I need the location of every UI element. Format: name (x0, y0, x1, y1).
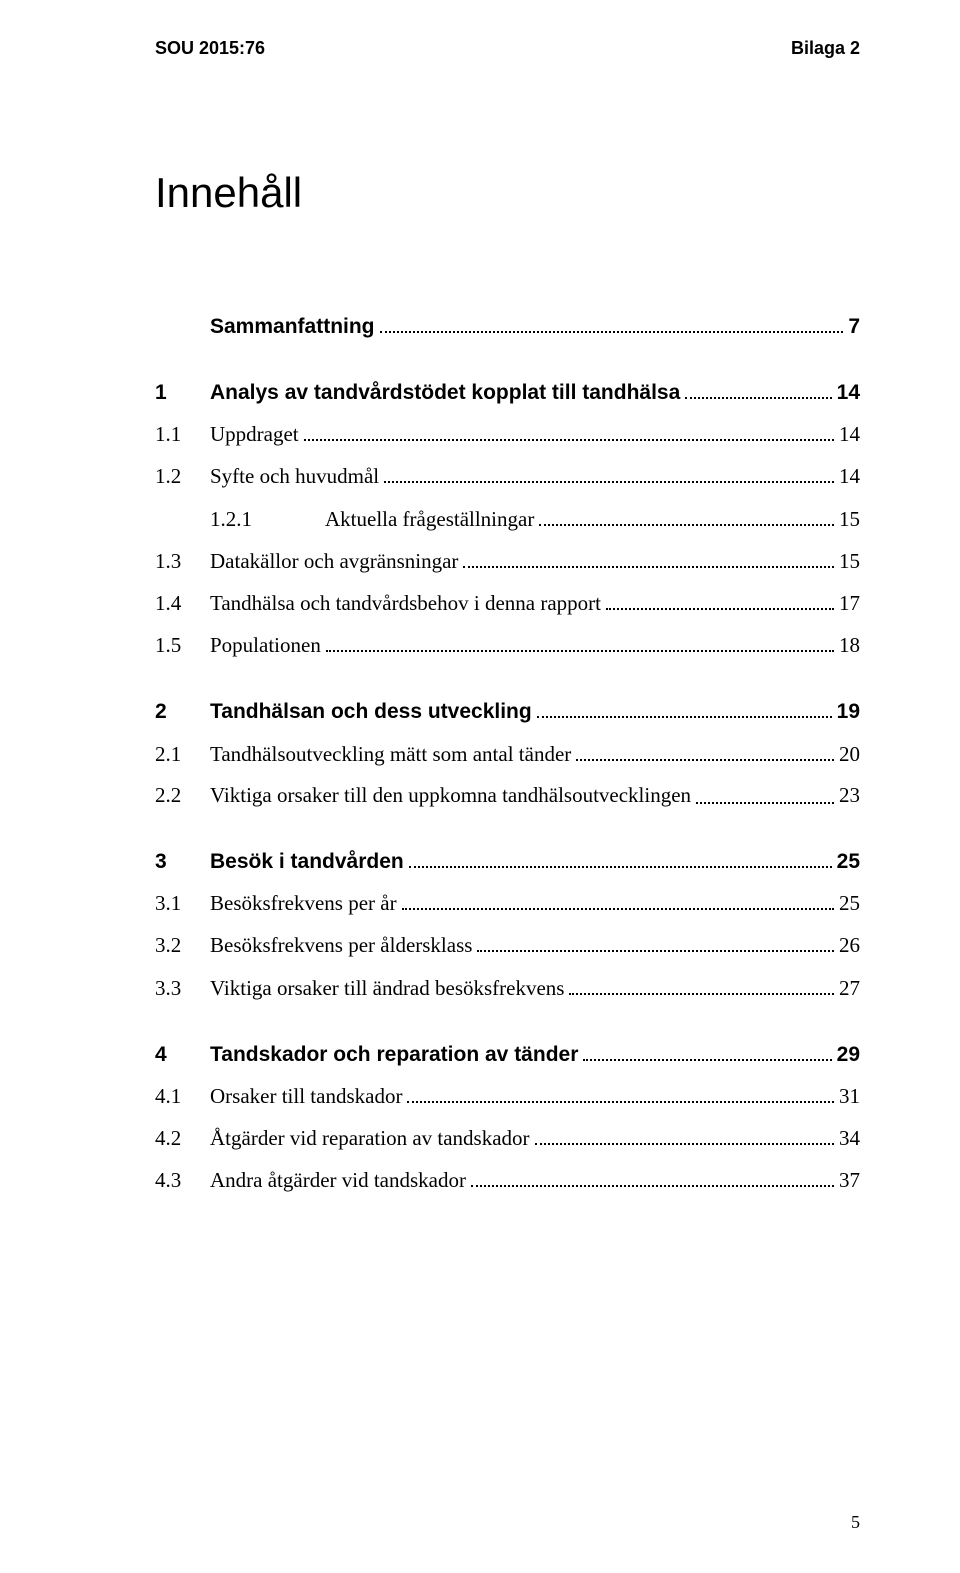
toc-number: 2 (155, 698, 210, 725)
toc-leader (569, 974, 834, 995)
toc-page: 29 (837, 1041, 860, 1068)
toc-leader (471, 1166, 834, 1187)
toc-text: Analys av tandvårdstödet kopplat till ta… (210, 379, 680, 406)
toc-text: Syfte och huvudmål (210, 463, 379, 490)
toc-text: Populationen (210, 632, 321, 659)
toc-row: 1.2Syfte och huvudmål 14 (155, 463, 860, 491)
toc-text: Orsaker till tandskador (210, 1083, 402, 1110)
toc-number: 2.1 (155, 741, 210, 768)
toc-text: Datakällor och avgränsningar (210, 548, 458, 575)
toc-text: Besöksfrekvens per åldersklass (210, 932, 472, 959)
toc-leader (402, 889, 834, 910)
toc-row: 1.4Tandhälsa och tandvårdsbehov i denna … (155, 589, 860, 617)
toc-page: 14 (839, 421, 860, 448)
toc-text: Viktiga orsaker till den uppkomna tandhä… (210, 782, 691, 809)
toc-page: 25 (839, 890, 860, 917)
toc-row: 3.1Besöksfrekvens per år 25 (155, 889, 860, 917)
toc-page: 19 (837, 698, 860, 725)
toc-row: 1.2.1Aktuella frågeställningar 15 (155, 505, 860, 533)
page-title: Innehåll (155, 169, 860, 217)
toc-number: 3 (155, 848, 210, 875)
toc-row: Sammanfattning 7 (155, 312, 860, 340)
toc-leader (384, 463, 834, 484)
toc-page: 37 (839, 1167, 860, 1194)
toc-page: 25 (837, 848, 860, 875)
toc-number: 3.2 (155, 932, 210, 959)
toc-leader (576, 740, 834, 761)
toc-leader (685, 378, 831, 399)
toc-leader (535, 1124, 834, 1145)
toc-row: 1.1Uppdraget 14 (155, 420, 860, 448)
toc-row: 3.3Viktiga orsaker till ändrad besöksfre… (155, 974, 860, 1002)
toc-number: 2.2 (155, 782, 210, 809)
toc-page: 31 (839, 1083, 860, 1110)
toc-page: 27 (839, 975, 860, 1002)
toc-page: 15 (839, 506, 860, 533)
toc-page: 34 (839, 1125, 860, 1152)
toc-leader (409, 847, 832, 868)
toc-leader (539, 505, 834, 526)
toc-page: 17 (839, 590, 860, 617)
toc-number: 1.2 (155, 463, 210, 490)
toc-number: 1.4 (155, 590, 210, 617)
toc-leader (463, 547, 834, 568)
toc-number: 4.1 (155, 1083, 210, 1110)
toc-page: 14 (839, 463, 860, 490)
toc-leader (304, 420, 834, 441)
toc-page: 20 (839, 741, 860, 768)
toc-page: 7 (848, 313, 860, 340)
toc-text: Åtgärder vid reparation av tandskador (210, 1125, 530, 1152)
toc-text: Tandhälsoutveckling mätt som antal tände… (210, 741, 571, 768)
toc-leader (407, 1082, 834, 1103)
toc-row: 4.1Orsaker till tandskador 31 (155, 1082, 860, 1110)
toc-leader (696, 783, 834, 804)
toc-row: 1.3Datakällor och avgränsningar 15 (155, 547, 860, 575)
toc-page: 18 (839, 632, 860, 659)
toc-row: 4Tandskador och reparation av tänder 29 (155, 1040, 860, 1068)
toc-number: 4 (155, 1041, 210, 1068)
toc-number: 1.1 (155, 421, 210, 448)
toc-row: 2.2Viktiga orsaker till den uppkomna tan… (155, 782, 860, 809)
toc-row: 4.3Andra åtgärder vid tandskador 37 (155, 1166, 860, 1194)
toc-text: Andra åtgärder vid tandskador (210, 1167, 466, 1194)
toc-page: 14 (837, 379, 860, 406)
toc-row: 3Besök i tandvården 25 (155, 847, 860, 875)
toc-number: 1.2.1 (155, 506, 325, 533)
toc-number: 4.2 (155, 1125, 210, 1152)
toc-page: 26 (839, 932, 860, 959)
toc-row: 2Tandhälsan och dess utveckling 19 (155, 698, 860, 726)
toc-text: Viktiga orsaker till ändrad besöksfrekve… (210, 975, 564, 1002)
toc-number: 3.3 (155, 975, 210, 1002)
toc-text: Uppdraget (210, 421, 299, 448)
toc-row: 1Analys av tandvårdstödet kopplat till t… (155, 378, 860, 406)
toc-text: Tandhälsan och dess utveckling (210, 698, 532, 725)
toc-leader (583, 1040, 831, 1061)
toc-leader (477, 932, 834, 953)
running-head-left: SOU 2015:76 (155, 38, 265, 59)
toc-leader (606, 589, 834, 610)
toc-row: 4.2Åtgärder vid reparation av tandskador… (155, 1124, 860, 1152)
toc-row: 2.1Tandhälsoutveckling mätt som antal tä… (155, 740, 860, 768)
toc-number: 4.3 (155, 1167, 210, 1194)
toc-page: 15 (839, 548, 860, 575)
toc-text: Sammanfattning (210, 313, 375, 340)
table-of-contents: Sammanfattning 7 1Analys av tandvårdstödet… (155, 312, 860, 1195)
toc-row: 1.5Populationen 18 (155, 631, 860, 659)
toc-row: 3.2Besöksfrekvens per åldersklass 26 (155, 932, 860, 960)
toc-leader (537, 698, 832, 719)
toc-text: Besök i tandvården (210, 848, 404, 875)
toc-number: 1 (155, 379, 210, 406)
toc-text: Besöksfrekvens per år (210, 890, 397, 917)
page-number: 5 (851, 1512, 860, 1533)
toc-text: Tandskador och reparation av tänder (210, 1041, 578, 1068)
toc-number: 1.5 (155, 632, 210, 659)
toc-number: 3.1 (155, 890, 210, 917)
toc-number: 1.3 (155, 548, 210, 575)
toc-page: 23 (839, 782, 860, 809)
toc-text: Aktuella frågeställningar (325, 506, 534, 533)
toc-leader (326, 631, 834, 652)
toc-leader (380, 312, 844, 333)
running-head-right: Bilaga 2 (791, 38, 860, 59)
toc-text: Tandhälsa och tandvårdsbehov i denna rap… (210, 590, 601, 617)
